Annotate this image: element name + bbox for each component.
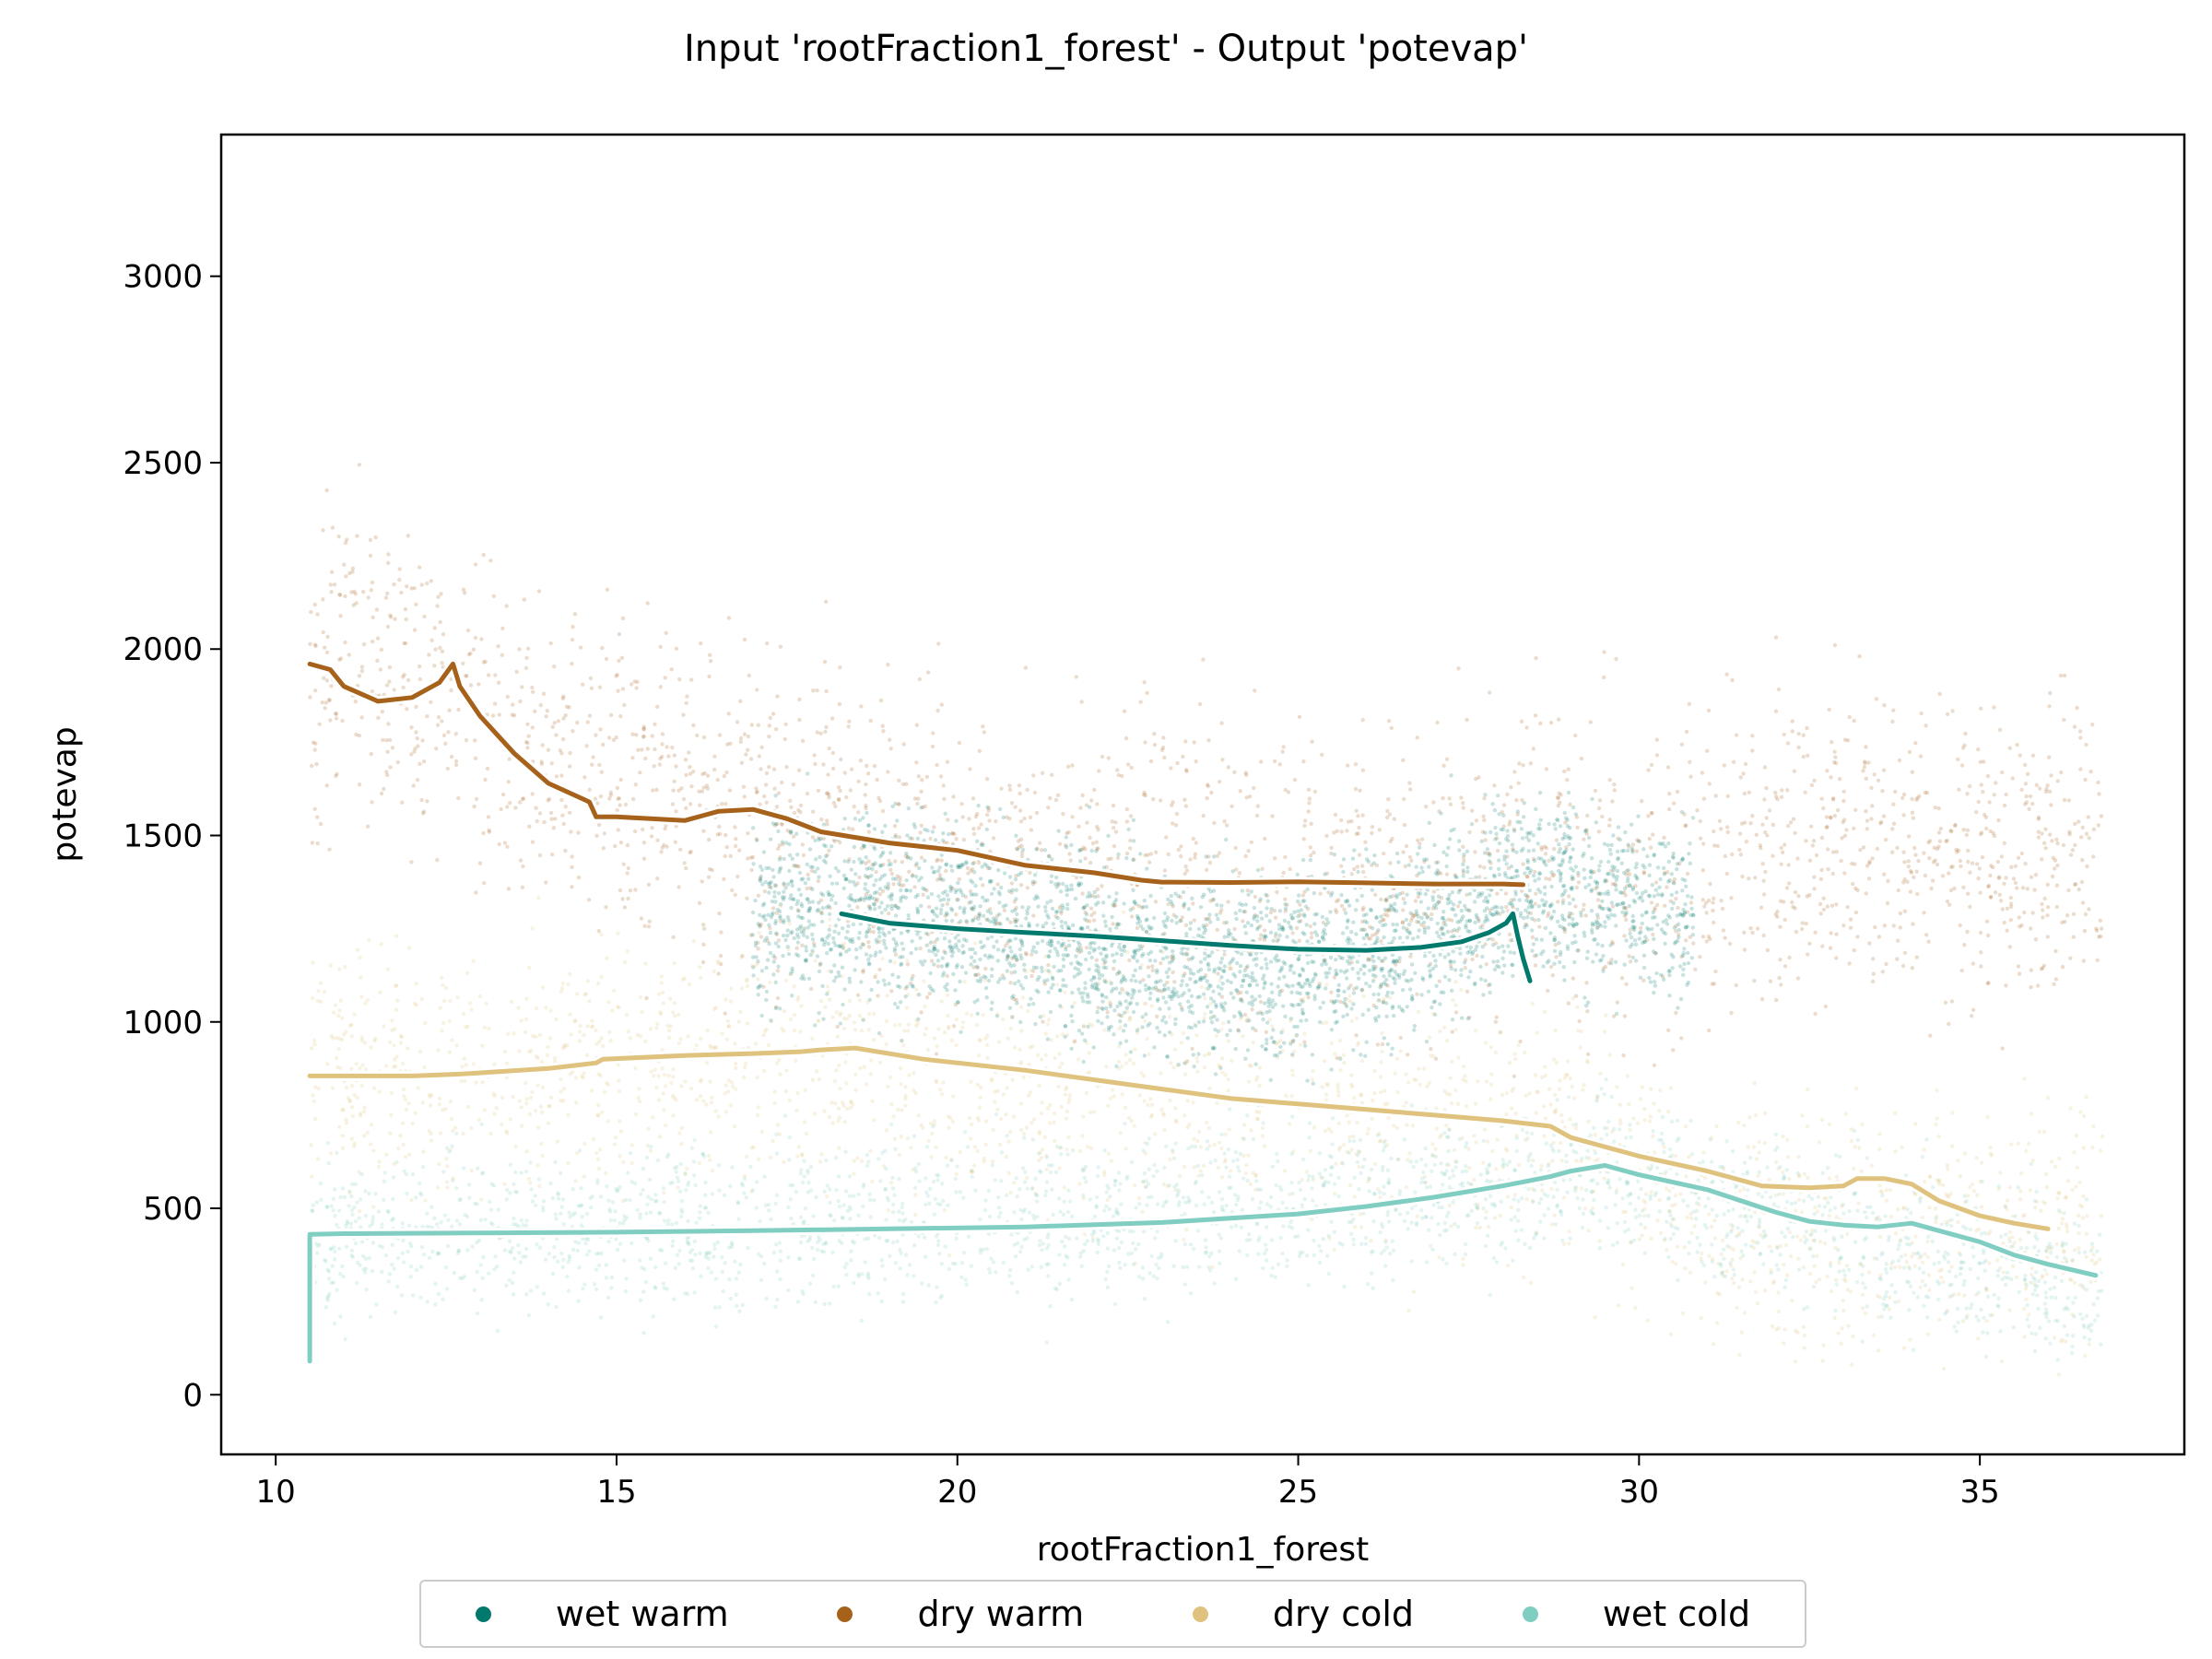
x-tick-label: 25: [1278, 1474, 1318, 1511]
y-tick-label: 3000: [123, 259, 203, 296]
trend-line-wet-warm: [839, 911, 1533, 983]
legend-item-wet-warm: wet warm: [475, 1594, 729, 1634]
legend-label-wet-cold: wet cold: [1602, 1594, 1751, 1634]
legend-marker-wet-warm: [475, 1606, 491, 1622]
legend-item-dry-warm: dry warm: [837, 1594, 1084, 1634]
scatter-wet-warm: [750, 771, 1696, 1086]
scatter-dry-warm: [308, 463, 2104, 1078]
y-tick-label: 0: [182, 1377, 203, 1414]
legend-item-dry-cold: dry cold: [1192, 1594, 1415, 1634]
x-tick-label: 35: [1959, 1474, 1999, 1511]
legend-label-wet-warm: wet warm: [555, 1594, 729, 1634]
legend-marker-wet-cold: [1522, 1606, 1538, 1622]
trend-halo-wet-cold: [304, 1160, 2101, 1367]
legend-marker-dry-cold: [1192, 1606, 1208, 1622]
plot-frame: [219, 133, 2186, 1456]
x-tick-label: 20: [937, 1474, 977, 1511]
x-tick-label: 15: [596, 1474, 636, 1511]
x-tick-label: 30: [1619, 1474, 1659, 1511]
legend: wet warm dry warm dry cold wet cold: [419, 1580, 1806, 1648]
scatter-wet-cold: [310, 1077, 2104, 1362]
y-tick-label: 1500: [123, 818, 203, 854]
legend-label-dry-cold: dry cold: [1272, 1594, 1415, 1634]
trend-line-dry-warm: [307, 661, 1526, 888]
x-tick-label: 10: [256, 1474, 296, 1511]
trend-halo-dry-warm: [304, 658, 1529, 890]
y-tick-label: 1000: [123, 1005, 203, 1041]
y-tick-label: 2500: [123, 445, 203, 482]
scatter-dry-cold: [309, 896, 2105, 1377]
legend-marker-dry-warm: [837, 1606, 853, 1622]
y-axis-label: potevap: [46, 726, 84, 862]
y-tick-label: 2000: [123, 631, 203, 668]
y-axis: 0 500 1000 1500 2000 2500 3000: [123, 259, 221, 1414]
legend-item-wet-cold: wet cold: [1522, 1594, 1751, 1634]
y-tick-label: 500: [143, 1191, 203, 1228]
trend-layer: [304, 658, 2101, 1367]
legend-label-dry-warm: dry warm: [917, 1594, 1085, 1634]
chart-title: Input 'rootFraction1_forest' - Output 'p…: [683, 28, 1529, 70]
x-axis: 10 15 20 25 30 35: [256, 1454, 2000, 1511]
trend-line-dry-cold: [307, 1045, 2051, 1231]
x-axis-label: rootFraction1_forest: [1037, 1531, 1370, 1569]
trend-line-wet-cold: [307, 1163, 2099, 1364]
scatter-layer: [308, 463, 2105, 1377]
